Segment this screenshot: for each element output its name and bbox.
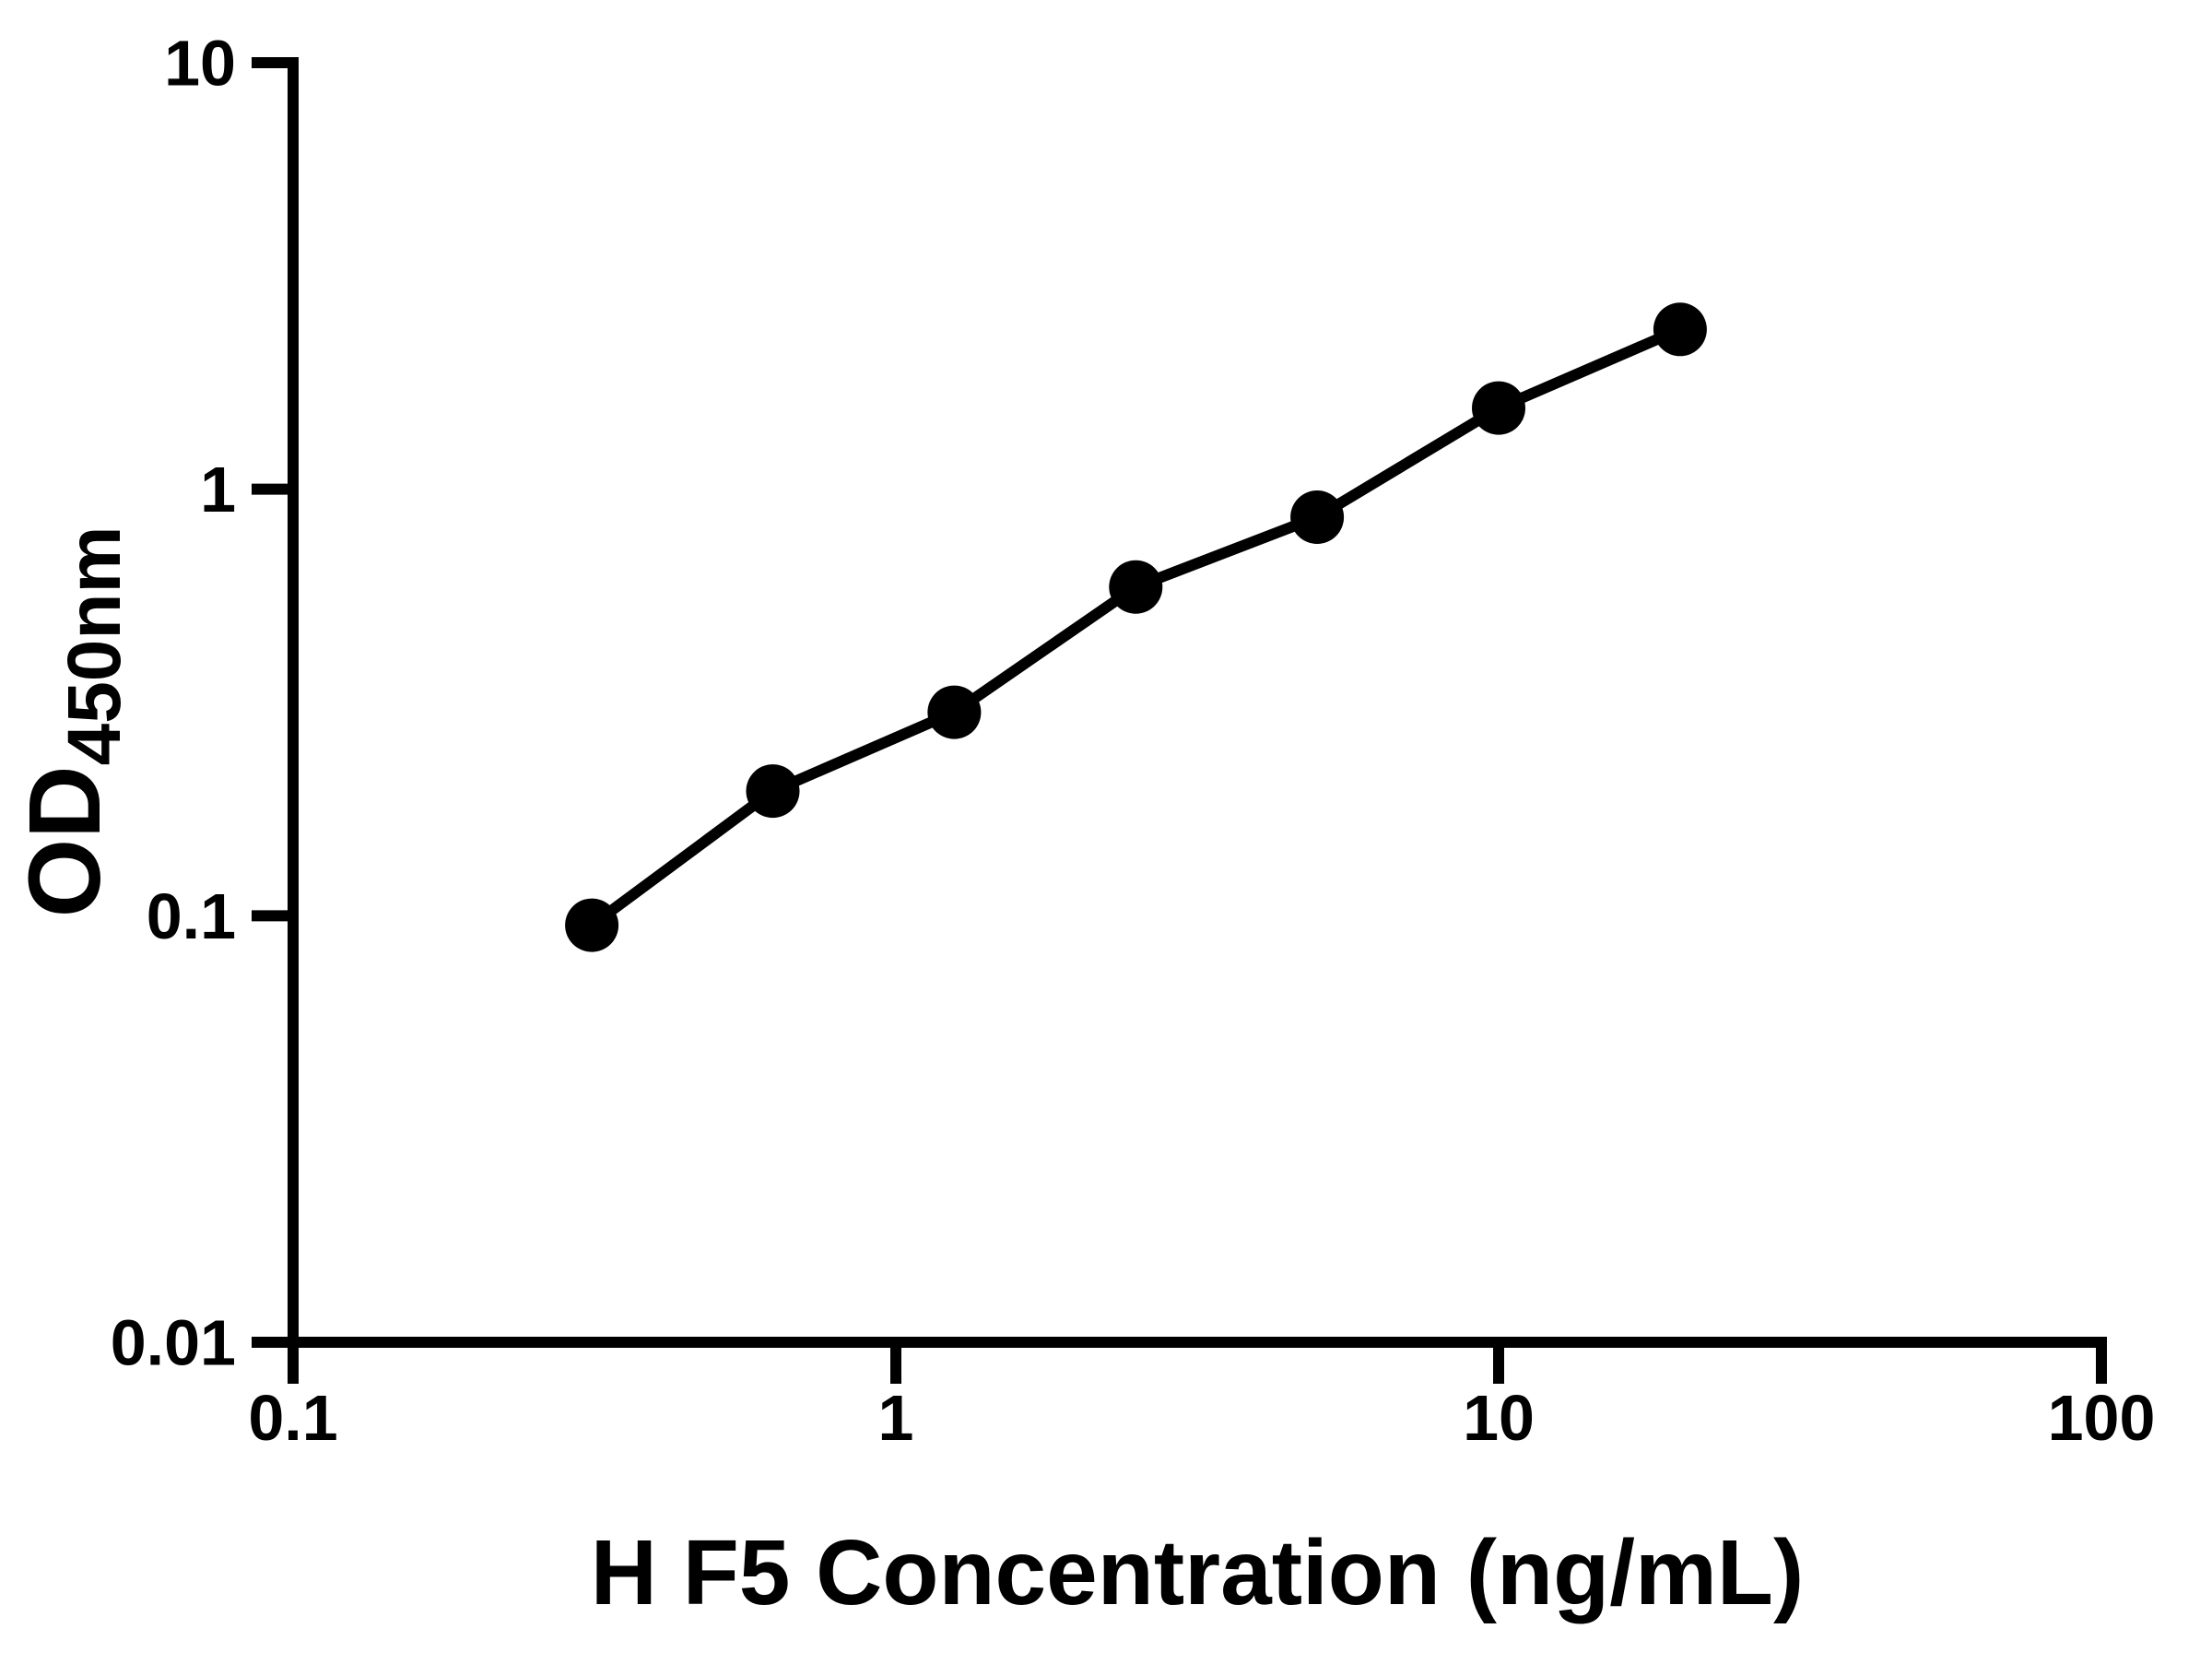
axes	[288, 63, 2101, 1348]
y-tick-label: 0.1	[147, 880, 236, 952]
data-point	[746, 764, 800, 819]
y-axis-title: OD450nm	[8, 526, 136, 918]
y-axis-title-main: OD	[8, 765, 122, 917]
y-tick-label: 1	[200, 454, 236, 525]
data-point	[927, 685, 982, 739]
axis-ticks	[252, 57, 2107, 1384]
data-point	[1472, 381, 1525, 435]
data-point	[565, 898, 619, 952]
x-tick-label: 100	[2048, 1382, 2156, 1454]
y-tick-label: 10	[164, 28, 236, 100]
data-series	[565, 302, 1707, 952]
axis-spine	[288, 63, 2101, 1348]
x-axis-title: H F5 Concentration (ng/mL)	[591, 1521, 1805, 1624]
x-tick-label: 1	[878, 1382, 914, 1454]
data-point	[1290, 490, 1345, 544]
data-point	[1653, 302, 1707, 357]
x-tick-label: 0.1	[248, 1382, 337, 1454]
data-point	[1109, 560, 1163, 614]
x-tick-label: 10	[1463, 1382, 1535, 1454]
y-axis-title-subscript: 450nm	[53, 526, 136, 766]
y-tick-label: 0.01	[111, 1307, 236, 1379]
